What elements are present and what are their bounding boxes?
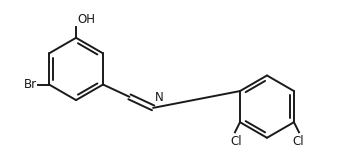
Text: Cl: Cl [292, 135, 304, 148]
Text: Cl: Cl [230, 135, 242, 148]
Text: N: N [154, 91, 163, 104]
Text: Br: Br [24, 78, 37, 91]
Text: OH: OH [77, 13, 95, 26]
